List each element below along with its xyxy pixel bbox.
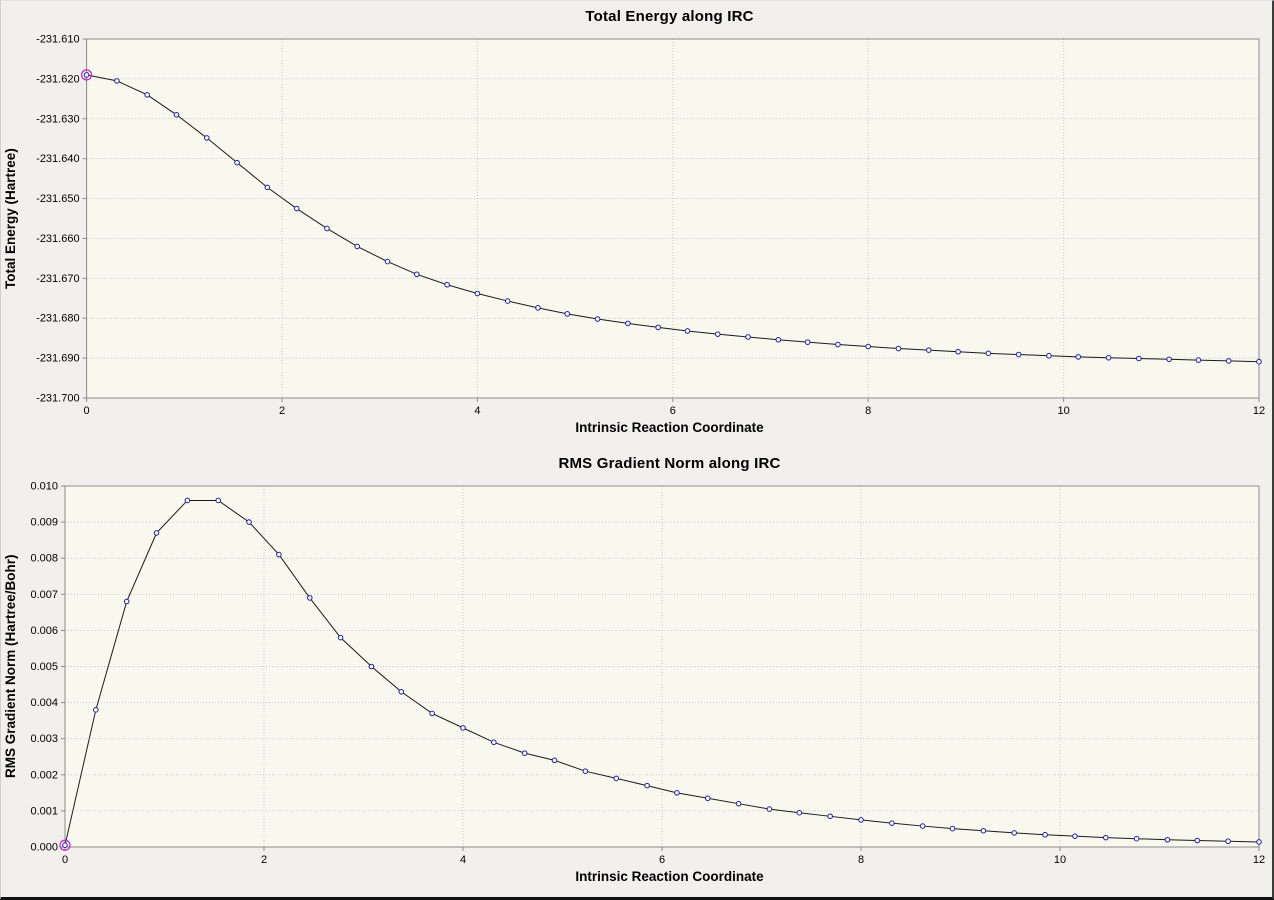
svg-text:0.005: 0.005 [30, 661, 58, 673]
svg-text:0.001: 0.001 [30, 805, 58, 817]
svg-text:0.006: 0.006 [30, 625, 58, 637]
selected-point-highlight [59, 839, 71, 851]
gradient-x-axis-label: Intrinsic Reaction Coordinate [575, 869, 764, 884]
svg-text:0: 0 [62, 854, 68, 866]
gradient-chart-title: RMS Gradient Norm along IRC [558, 454, 781, 472]
svg-text:-231.670: -231.670 [36, 273, 79, 285]
plot-background [86, 39, 1260, 398]
svg-text:-231.690: -231.690 [36, 353, 79, 365]
tick-labels: 0 2 4 6 8 10 12 0.010 0.009 0.008 0.007 0.006 0.005 0… [30, 481, 1265, 867]
selected-point-highlight [80, 69, 93, 81]
svg-text:-231.620: -231.620 [36, 73, 79, 85]
svg-text:0.007: 0.007 [30, 589, 58, 601]
data-line [86, 74, 1260, 363]
data-points [83, 72, 1262, 365]
gradient-chart-plot[interactable]: 0 2 4 6 8 10 12 0.010 0.009 0.008 0.007 0.006 0.005 0… [1, 478, 1271, 869]
svg-text:4: 4 [474, 405, 480, 417]
svg-text:0.004: 0.004 [30, 697, 58, 709]
svg-text:8: 8 [865, 405, 871, 417]
energy-chart-title: Total Energy along IRC [585, 7, 754, 25]
svg-text:-231.650: -231.650 [36, 193, 79, 205]
svg-text:0.010: 0.010 [30, 481, 58, 493]
svg-text:2: 2 [279, 405, 285, 417]
svg-text:-231.630: -231.630 [36, 113, 79, 125]
gradient-chart-panel: RMS Gradient Norm along IRC RMS Gradient… [1, 448, 1272, 897]
svg-text:0: 0 [84, 405, 90, 417]
gradient-y-axis-label: RMS Gradient Norm (Hartree/Bohr) [3, 554, 18, 779]
svg-text:8: 8 [858, 854, 864, 866]
svg-text:6: 6 [670, 405, 676, 417]
svg-text:0.000: 0.000 [30, 842, 58, 854]
svg-text:0.002: 0.002 [30, 769, 58, 781]
energy-chart-panel: Total Energy along IRC Total Energy (Har… [1, 1, 1272, 448]
svg-text:-231.660: -231.660 [36, 233, 79, 245]
data-points [62, 497, 1262, 848]
svg-text:12: 12 [1253, 405, 1265, 417]
svg-text:10: 10 [1054, 854, 1066, 866]
tick-labels: 0 2 4 6 8 10 12 -231.610 -231.620 -231.630 -231.64… [36, 34, 1265, 418]
svg-text:2: 2 [261, 854, 267, 866]
svg-text:-231.610: -231.610 [36, 34, 79, 46]
svg-text:0.003: 0.003 [30, 733, 58, 745]
svg-text:0.008: 0.008 [30, 553, 58, 565]
svg-text:-231.680: -231.680 [36, 313, 79, 325]
energy-chart-plot[interactable]: 0 2 4 6 8 10 12 -231.610 -231.620 -231.630 -231.64… [1, 31, 1271, 420]
svg-text:10: 10 [1057, 405, 1069, 417]
energy-x-axis-label: Intrinsic Reaction Coordinate [575, 420, 764, 435]
svg-text:4: 4 [460, 854, 466, 866]
energy-y-axis-label: Total Energy (Hartree) [3, 148, 18, 289]
tick-marks [61, 485, 1260, 851]
data-line [64, 499, 1260, 846]
svg-text:0.009: 0.009 [30, 517, 58, 529]
svg-text:12: 12 [1253, 854, 1265, 866]
svg-text:-231.640: -231.640 [36, 153, 79, 165]
svg-text:-231.700: -231.700 [36, 393, 79, 405]
svg-text:6: 6 [659, 854, 665, 866]
